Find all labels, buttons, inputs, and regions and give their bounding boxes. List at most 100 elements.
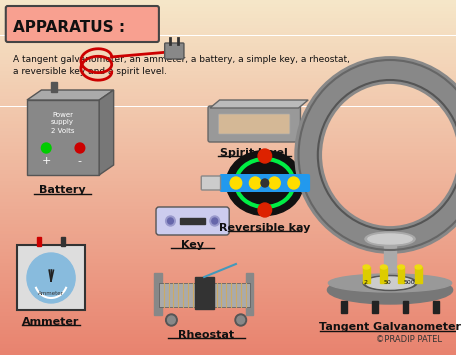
Bar: [0, 256, 456, 259]
Bar: [0, 248, 456, 252]
Bar: [0, 46, 456, 50]
Bar: [0, 32, 456, 36]
Bar: [0, 146, 456, 149]
FancyBboxPatch shape: [18, 245, 85, 310]
Circle shape: [261, 179, 269, 187]
Text: Power
supply: Power supply: [51, 112, 74, 125]
Ellipse shape: [226, 151, 303, 215]
Bar: [0, 156, 456, 160]
Bar: [0, 217, 456, 220]
Bar: [0, 60, 456, 64]
Bar: [0, 188, 456, 192]
Bar: [154, 273, 162, 315]
Ellipse shape: [368, 234, 412, 244]
Bar: [0, 25, 456, 28]
Circle shape: [165, 314, 177, 326]
FancyBboxPatch shape: [6, 6, 159, 42]
Bar: [0, 18, 456, 21]
Bar: [0, 67, 456, 71]
Text: 500: 500: [403, 280, 415, 285]
Bar: [0, 153, 456, 156]
Circle shape: [168, 218, 173, 224]
Bar: [0, 174, 456, 178]
Bar: [0, 99, 456, 103]
Ellipse shape: [381, 265, 387, 269]
Bar: [0, 241, 456, 245]
Bar: [0, 288, 456, 291]
Circle shape: [269, 177, 280, 189]
Text: ©PRADIP PATEL: ©PRADIP PATEL: [375, 335, 442, 344]
Bar: [0, 209, 456, 213]
Bar: [0, 170, 456, 174]
Bar: [0, 4, 456, 7]
Bar: [0, 337, 456, 341]
Circle shape: [168, 316, 175, 324]
Bar: [0, 75, 456, 78]
Bar: [0, 89, 456, 92]
Bar: [0, 202, 456, 206]
Ellipse shape: [328, 274, 452, 292]
Ellipse shape: [363, 275, 417, 290]
Bar: [0, 124, 456, 128]
Bar: [0, 334, 456, 337]
Bar: [0, 231, 456, 234]
Bar: [0, 71, 456, 75]
Bar: [0, 351, 456, 355]
Bar: [381, 267, 387, 283]
Circle shape: [235, 314, 246, 326]
Text: Ammeter: Ammeter: [38, 291, 64, 296]
Bar: [0, 266, 456, 270]
Polygon shape: [99, 90, 114, 175]
Bar: [0, 312, 456, 316]
Text: 2 Volts: 2 Volts: [51, 128, 74, 134]
Bar: [0, 57, 456, 60]
Bar: [0, 85, 456, 89]
Circle shape: [210, 216, 219, 226]
Ellipse shape: [363, 265, 370, 269]
Text: Battery: Battery: [39, 185, 86, 195]
Bar: [0, 206, 456, 209]
FancyBboxPatch shape: [219, 174, 310, 192]
Bar: [0, 178, 456, 181]
Ellipse shape: [415, 265, 422, 269]
Bar: [0, 199, 456, 202]
Bar: [61, 237, 65, 246]
Text: Ammeter: Ammeter: [22, 317, 80, 327]
Bar: [0, 103, 456, 106]
Text: 50: 50: [383, 280, 391, 285]
Bar: [0, 320, 456, 323]
Bar: [0, 21, 456, 25]
Bar: [0, 284, 456, 288]
Bar: [0, 92, 456, 96]
Bar: [0, 181, 456, 185]
FancyBboxPatch shape: [208, 106, 301, 142]
Bar: [0, 39, 456, 43]
Bar: [0, 117, 456, 121]
Ellipse shape: [398, 265, 404, 269]
Bar: [0, 277, 456, 280]
Text: APPARATUS :: APPARATUS :: [13, 21, 126, 36]
Bar: [0, 128, 456, 131]
Bar: [0, 142, 456, 146]
Text: Rheostat: Rheostat: [178, 330, 234, 340]
Bar: [0, 78, 456, 82]
Bar: [0, 195, 456, 199]
Text: Key: Key: [181, 240, 204, 250]
Circle shape: [249, 177, 261, 189]
Bar: [0, 316, 456, 320]
Text: Spirit level: Spirit level: [220, 148, 288, 158]
FancyBboxPatch shape: [164, 43, 184, 59]
Bar: [0, 234, 456, 238]
Text: A tangent galvanometer, an ammeter, a battery, a simple key, a rheostat,
a rever: A tangent galvanometer, an ammeter, a ba…: [13, 55, 350, 76]
Circle shape: [237, 316, 245, 324]
Bar: [0, 327, 456, 330]
Bar: [0, 50, 456, 53]
Bar: [0, 135, 456, 138]
Bar: [0, 252, 456, 256]
Bar: [0, 220, 456, 224]
Bar: [0, 64, 456, 67]
Bar: [398, 267, 404, 283]
Text: 2: 2: [363, 280, 367, 285]
Bar: [0, 0, 456, 4]
FancyBboxPatch shape: [156, 207, 229, 235]
